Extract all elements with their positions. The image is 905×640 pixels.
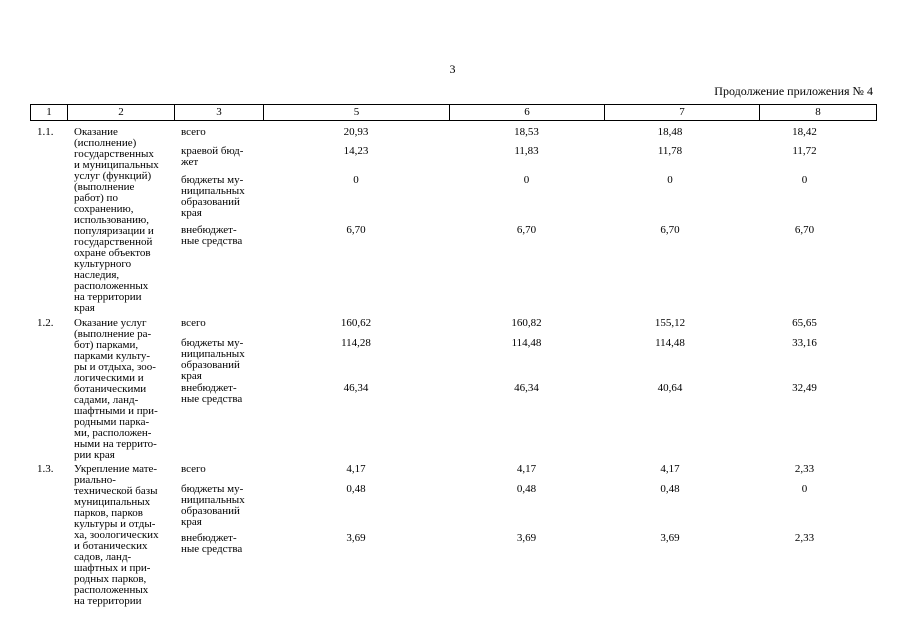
column-header: 8: [815, 106, 821, 118]
value-cell: 11,72: [792, 145, 817, 157]
value-cell: 0: [667, 174, 673, 186]
value-cell: 4,17: [346, 463, 366, 475]
value-cell: 11,83: [514, 145, 539, 157]
column-header: 2: [68, 105, 175, 120]
funding-source-label: всего: [181, 126, 206, 138]
value-cell: 155,12: [654, 317, 686, 329]
value-cell: 3,69: [516, 532, 537, 544]
value-cell: 46,34: [343, 382, 369, 394]
funding-source-label: бюджеты му- ниципальных образований края: [181, 174, 245, 219]
value-cell: 4,17: [516, 463, 537, 475]
row-number: 1.3.: [37, 463, 54, 475]
table-header-row: 1 2 3 5 6 7 8: [30, 104, 877, 121]
funding-source-label: бюджеты му- ниципальных образований края: [181, 483, 245, 528]
column-header: 3: [175, 105, 264, 120]
value-cell: 114,48: [655, 337, 685, 349]
value-cell: 3,69: [660, 532, 680, 544]
value-cell: 18,48: [657, 126, 683, 138]
value-cell: 33,16: [792, 337, 817, 349]
value-cell: 14,23: [343, 145, 369, 157]
value-cell: 0,48: [516, 483, 537, 495]
value-cell: 0: [353, 174, 359, 186]
page-number: 3: [449, 62, 456, 76]
funding-source-label: внебюджет- ные средства: [181, 224, 243, 247]
value-cell: 2,33: [794, 532, 815, 544]
funding-source-label: бюджеты му- ниципальных образований края: [181, 337, 245, 382]
value-cell: 2,33: [794, 463, 815, 475]
funding-source-label: внебюджет- ные средства: [181, 532, 243, 555]
row-number: 1.2.: [37, 317, 54, 329]
column-header: 1: [31, 105, 68, 120]
column-header: 6: [450, 105, 605, 120]
value-cell: 32,49: [792, 382, 817, 394]
value-cell: 18,53: [514, 126, 539, 138]
value-cell: 11,78: [657, 145, 683, 157]
value-cell: 3,69: [346, 532, 366, 544]
measure-name: Оказание (исполнение) государственных и …: [74, 126, 159, 314]
value-cell: 6,70: [660, 224, 680, 236]
value-cell: 18,42: [792, 126, 817, 138]
measure-name: Укрепление мате- риально- технической ба…: [74, 463, 159, 607]
value-cell: 65,65: [792, 317, 817, 329]
value-cell: 4,17: [660, 463, 680, 475]
measure-name: Оказание услуг (выполнение ра- бот) парк…: [74, 317, 158, 461]
appendix-continuation-note: Продолжение приложения № 4: [714, 84, 873, 98]
column-header: 7: [605, 105, 760, 120]
value-cell: 20,93: [343, 126, 369, 138]
value-cell: 114,28: [341, 337, 371, 349]
value-cell: 6,70: [794, 224, 815, 236]
value-cell: 0: [801, 174, 808, 186]
value-cell: 0: [523, 174, 530, 186]
funding-source-label: внебюджет- ные средства: [181, 382, 243, 405]
value-cell: 46,34: [514, 382, 539, 394]
value-cell: 0: [801, 483, 808, 495]
row-number: 1.1.: [37, 126, 54, 138]
value-cell: 40,64: [657, 382, 683, 394]
value-cell: 160,62: [340, 317, 372, 329]
value-cell: 160,82: [511, 317, 542, 329]
funding-source-label: всего: [181, 317, 206, 329]
value-cell: 114,48: [511, 337, 542, 349]
value-cell: 0,48: [660, 483, 680, 495]
funding-source-label: краевой бюд- жет: [181, 145, 244, 168]
column-header: 5: [264, 105, 450, 120]
value-cell: 0,48: [346, 483, 366, 495]
value-cell: 6,70: [346, 224, 366, 236]
funding-source-label: всего: [181, 463, 206, 475]
value-cell: 6,70: [516, 224, 537, 236]
